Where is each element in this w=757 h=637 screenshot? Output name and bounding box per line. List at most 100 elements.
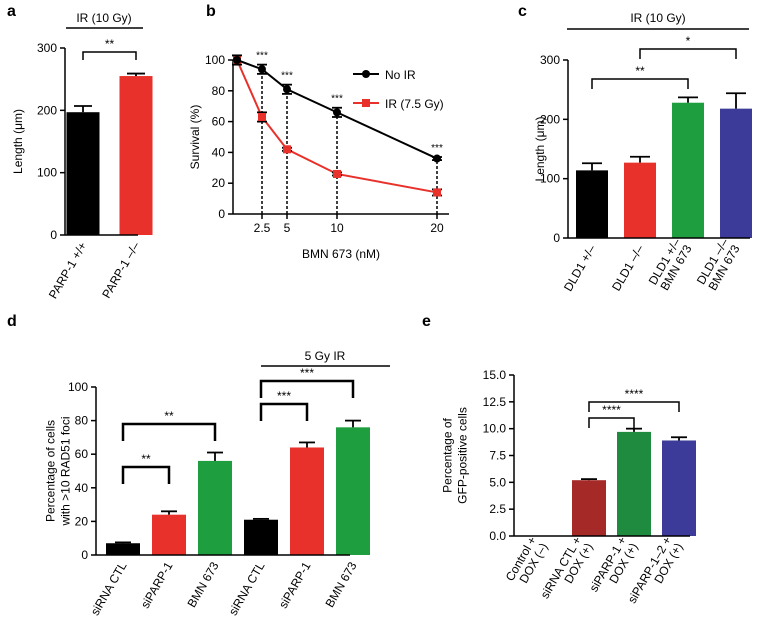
category-label-d-1-line: siRNA CTL: [88, 559, 130, 618]
y-axis-e-tick-label: 10.0: [483, 422, 507, 436]
x-axis-tick-label-b: 2.5: [254, 221, 271, 235]
y-axis-a-tick-label: 200: [37, 103, 57, 117]
header-c: IR (10 Gy): [630, 11, 685, 25]
bar-e-3: [617, 431, 651, 536]
data-point-b-0-1: [233, 56, 241, 64]
category-label-d-2: siPARP-1: [138, 559, 176, 611]
data-point-b-0-2: [258, 65, 266, 74]
category-label-d-1: siRNA CTL: [88, 559, 130, 618]
category-label-a-1-line: PARP-1 +/+: [46, 240, 90, 302]
y-axis-label-b: Survival (%): [188, 105, 202, 170]
header-d: 5 Gy IR: [305, 349, 346, 363]
significance-bracket-e-1: [588, 417, 635, 428]
significance-label-a-1: **: [105, 37, 115, 51]
legend-marker-2: [362, 99, 370, 107]
bar-d-1: [106, 543, 140, 555]
significance-bracket-a-1: [82, 51, 137, 60]
y-axis-label-e: Percentage of GFP-positive cells: [441, 407, 470, 504]
category-label-d-3-line: BMN 673: [184, 559, 221, 610]
y-axis-e-tick-label: 7.5: [489, 449, 506, 463]
significance-label-b-4: ***: [431, 143, 443, 154]
bar-d-4: [244, 519, 278, 555]
y-axis-b-tick-label: 60: [212, 115, 226, 129]
legend-label-2: IR (7.5 Gy): [385, 97, 444, 111]
data-point-b-1-2: [258, 112, 266, 121]
y-axis-e-tick-label: 12.5: [483, 395, 507, 409]
category-label-e-1: Control +DOX (–): [503, 534, 551, 586]
category-label-c-4: DLD1 –/–BMN 673: [694, 236, 743, 293]
y-axis-label-a-line: Length (μm): [11, 109, 25, 174]
y-axis-d-tick-label: 40: [75, 481, 89, 495]
bar-e-4: [662, 440, 696, 536]
panel-label-c: c: [518, 3, 527, 20]
bar-d-3: [198, 460, 232, 555]
significance-label-d-4: ***: [300, 366, 314, 380]
significance-bracket-e-2: [588, 401, 680, 412]
category-label-d-6: BMN 673: [322, 559, 359, 610]
x-axis-tick-label-b: 5: [284, 221, 291, 235]
significance-bracket-c-2: [639, 48, 737, 59]
significance-bracket-d-2: [121, 422, 217, 441]
category-label-c-2: DLD1 –/–: [609, 242, 647, 293]
category-label-a-1: PARP-1 +/+: [46, 240, 90, 302]
category-label-c-1: DLD1 +/–: [561, 242, 599, 293]
category-label-c-2-line: DLD1 –/–: [609, 242, 647, 293]
category-label-c-1-line: DLD1 +/–: [561, 242, 599, 293]
y-axis-e-tick-label: 5.0: [489, 475, 506, 489]
data-point-b-0-4: [333, 108, 341, 117]
bar-c-1: [576, 170, 608, 238]
y-axis-label-c-line: Length (μm): [533, 117, 547, 182]
data-point-b-0-5: [433, 154, 441, 163]
significance-label-b-3: ***: [331, 94, 343, 105]
x-axis-tick-label-b: 20: [430, 221, 444, 235]
category-label-c-3: DLD1 +/–BMN 673: [646, 236, 695, 293]
category-label-d-5-line: siPARP-1: [276, 559, 314, 611]
significance-bracket-d-4: [259, 379, 355, 398]
significance-bracket-d-1: [121, 465, 171, 484]
y-axis-b-tick-label: 40: [212, 145, 226, 159]
category-label-d-6-line: BMN 673: [322, 559, 359, 610]
panel-label-a: a: [7, 3, 16, 20]
y-axis-label-d: Percentage of cells with >10 RAD51 foci: [44, 416, 73, 526]
y-axis-c-tick-label: 100: [540, 172, 560, 186]
y-axis-label-c: Length (μm): [533, 117, 547, 182]
y-axis-d-tick-label: 60: [75, 447, 89, 461]
category-label-d-4: siRNA CTL: [226, 559, 268, 618]
y-axis-e-tick-label: 0.0: [489, 529, 506, 543]
significance-label-d-1: **: [141, 452, 151, 466]
bar-c-3: [672, 102, 704, 238]
y-axis-label-e-line: GFP-positive cells: [456, 407, 470, 504]
legend-marker-1: [362, 70, 370, 78]
significance-bracket-c-1: [591, 78, 689, 89]
y-axis-c-tick-label: 0: [553, 231, 560, 245]
bar-a-2: [119, 76, 153, 235]
y-axis-a-tick-label: 100: [37, 166, 57, 180]
bar-c-4: [720, 108, 752, 238]
y-axis-d-tick-label: 0: [81, 548, 88, 562]
panel-label-e: e: [422, 313, 431, 330]
y-axis-e-tick-label: 15.0: [483, 368, 507, 382]
y-axis-a-tick-label: 300: [37, 41, 57, 55]
x-axis-label-b: BMN 673 (nM): [302, 247, 380, 261]
category-label-d-3: BMN 673: [184, 559, 221, 610]
panel-label-b: b: [206, 3, 216, 20]
significance-label-e-2: ****: [625, 387, 644, 401]
bar-d-2: [152, 514, 186, 555]
y-axis-b-tick-label: 80: [212, 84, 226, 98]
category-label-a-2-line: PARP-1 –/–: [99, 239, 143, 300]
category-label-d-5: siPARP-1: [276, 559, 314, 611]
significance-label-b-1: ***: [256, 51, 268, 62]
significance-label-c-1: **: [635, 64, 645, 78]
y-axis-a-tick-label: 0: [50, 228, 57, 242]
y-axis-d-tick-label: 20: [75, 514, 89, 528]
y-axis-b-tick-label: 100: [205, 53, 225, 67]
bar-c-2: [624, 162, 656, 238]
significance-bracket-d-3: [259, 402, 309, 421]
y-axis-d-tick-label: 100: [68, 380, 88, 394]
y-axis-label-d-line: Percentage of cells: [44, 420, 58, 522]
y-axis-c-tick-label: 200: [540, 112, 560, 126]
significance-label-b-2: ***: [281, 71, 293, 82]
category-label-d-2-line: siPARP-1: [138, 559, 176, 611]
category-label-d-4-line: siRNA CTL: [226, 559, 268, 618]
